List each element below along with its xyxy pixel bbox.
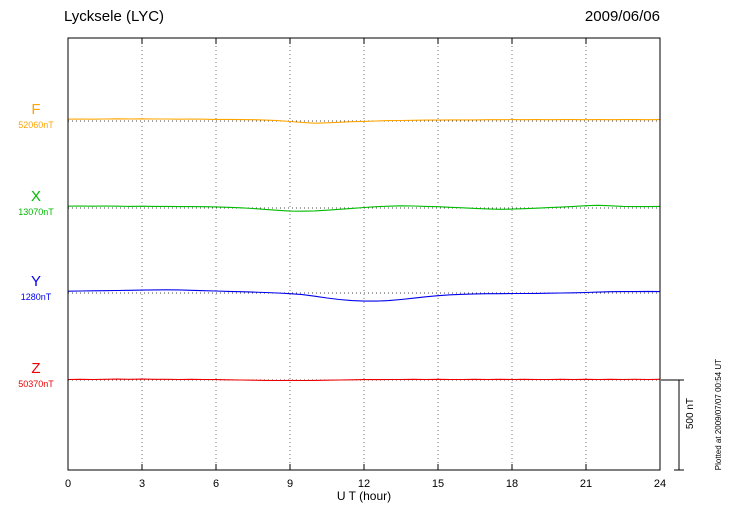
- trace-x: [67, 204, 661, 212]
- series-name-y: Y: [30, 273, 41, 290]
- series-label-y: Y 1280nT: [8, 273, 64, 302]
- x-axis-label: U T (hour): [336, 489, 392, 503]
- trace-y: [67, 289, 661, 302]
- x-tick-label: 18: [506, 478, 518, 490]
- series-baseline-f: 52060nT: [18, 119, 54, 130]
- scale-bar-label: 500 nT: [685, 398, 696, 430]
- trace-f: [67, 118, 661, 124]
- series-name-x: X: [30, 188, 41, 205]
- series-label-x: X 13070nT: [8, 188, 64, 217]
- series-name-f: F: [31, 101, 41, 118]
- x-tick-label: 12: [358, 478, 370, 490]
- x-tick-label: 0: [65, 478, 71, 490]
- trace-z: [67, 378, 661, 382]
- station-title: Lycksele (LYC): [64, 8, 165, 25]
- x-tick-label: 24: [654, 478, 666, 490]
- x-tick-label: 15: [432, 478, 444, 490]
- series-baseline-z: 50370nT: [18, 378, 54, 389]
- plot-date: 2009/06/06: [584, 8, 660, 25]
- series-baseline-y: 1280nT: [20, 291, 52, 302]
- x-tick-label: 3: [139, 478, 145, 490]
- x-tick-label: 21: [580, 478, 592, 490]
- series-label-f: F 52060nT: [8, 101, 64, 130]
- series-name-z: Z: [31, 360, 41, 377]
- plot-border: [67, 37, 661, 471]
- x-tick-label: 9: [287, 478, 293, 490]
- x-tick-label: 6: [213, 478, 219, 490]
- series-label-z: Z 50370nT: [8, 360, 64, 389]
- plotted-at-note: Plotted at 2009/07/07 00:54 UT: [714, 358, 723, 470]
- series-baseline-x: 13070nT: [18, 206, 54, 217]
